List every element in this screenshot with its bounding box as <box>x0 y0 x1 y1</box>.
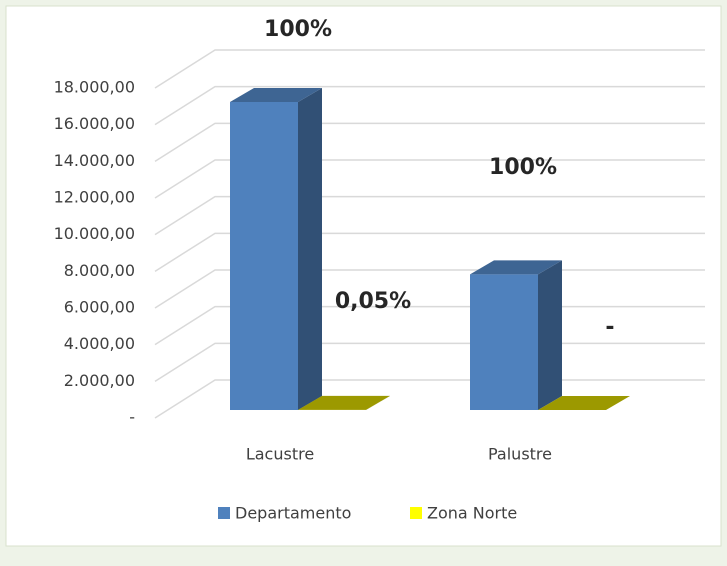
y-tick-label: - <box>129 408 135 427</box>
bar-top <box>538 396 630 410</box>
data-annotation: 0,05% <box>335 289 411 314</box>
legend-label: Departamento <box>235 504 351 523</box>
y-tick-label: 10.000,00 <box>54 224 135 243</box>
bar-front <box>470 274 538 410</box>
data-annotation: 100% <box>489 155 557 180</box>
plot-background <box>5 5 722 547</box>
bar <box>470 260 562 410</box>
bar-top <box>230 88 322 102</box>
data-annotation: 100% <box>264 17 332 42</box>
grid-line <box>154 195 705 236</box>
bar-side <box>298 88 322 410</box>
bar <box>538 396 630 410</box>
legend-swatch <box>410 507 422 519</box>
y-tick-label: 18.000,00 <box>54 78 135 97</box>
bar-top <box>470 260 562 275</box>
grid-line <box>154 49 705 89</box>
bar-front <box>230 102 298 410</box>
bar-side <box>366 395 390 410</box>
y-tick-label: 14.000,00 <box>54 151 135 170</box>
bar-side <box>538 260 562 410</box>
bar <box>230 88 322 410</box>
data-annotation: - <box>605 315 614 340</box>
bar <box>298 395 390 410</box>
grid-line <box>154 122 705 162</box>
y-tick-label: 6.000,00 <box>64 298 135 317</box>
y-tick-label: 4.000,00 <box>64 334 135 353</box>
x-tick-label: Lacustre <box>246 445 314 464</box>
x-tick-label: Palustre <box>488 445 552 464</box>
y-tick-label: 12.000,00 <box>54 188 135 207</box>
grid-line <box>154 159 705 199</box>
y-tick-label: 2.000,00 <box>64 371 135 390</box>
bar-top <box>298 395 390 410</box>
y-tick-label: 8.000,00 <box>64 261 135 280</box>
grid-line <box>154 85 705 126</box>
legend-label: Zona Norte <box>427 504 517 523</box>
legend-swatch <box>218 507 230 519</box>
y-tick-label: 16.000,00 <box>54 114 135 133</box>
grid-line <box>154 232 705 272</box>
